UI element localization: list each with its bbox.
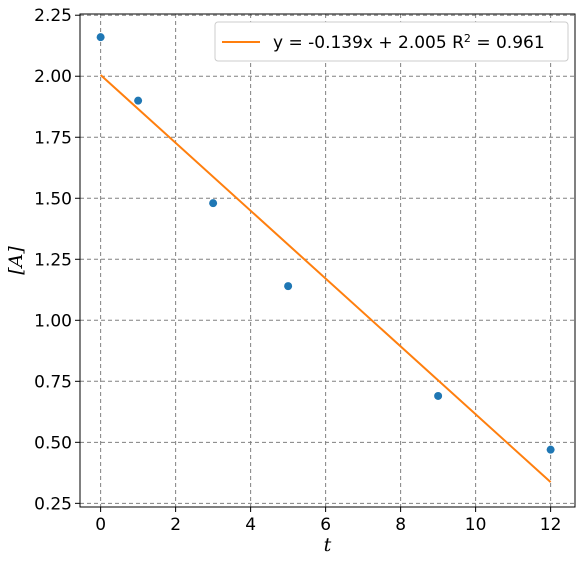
points-layer: [96, 33, 555, 454]
data-point: [209, 199, 218, 208]
x-tick-label: 8: [395, 515, 406, 535]
y-tick-label: 0.25: [34, 494, 72, 514]
y-tick-label: 0.50: [34, 433, 72, 453]
y-tick-label: 1.50: [34, 189, 72, 209]
x-tick-label: 0: [95, 515, 106, 535]
y-tick-label: 2.25: [34, 6, 72, 26]
legend-box: [214, 21, 569, 62]
legend-label-suffix: = 0.961: [471, 33, 545, 53]
data-point: [434, 391, 443, 400]
y-tick-label: 1.25: [34, 250, 72, 270]
fit-line: [99, 74, 552, 483]
y-tick-label: 2.00: [34, 67, 72, 87]
x-tick-label: 10: [465, 515, 487, 535]
y-tick-label: 1.75: [34, 128, 72, 148]
x-axis-label: t: [324, 534, 332, 556]
legend-label-superscript: 2: [464, 32, 471, 45]
plot-frame: [79, 13, 576, 508]
legend-label-prefix: y = -0.139x + 2.005 R: [273, 33, 464, 53]
data-point: [134, 96, 143, 105]
x-tick-label: 6: [320, 515, 331, 535]
x-tick-label: 12: [540, 515, 562, 535]
data-point: [284, 282, 293, 291]
data-point: [96, 33, 105, 42]
legend-label: y = -0.139x + 2.005 R2 = 0.961: [273, 32, 545, 54]
grid: [80, 14, 575, 507]
y-axis-label: [A]: [5, 246, 27, 275]
y-tick-label: 1.00: [34, 311, 72, 331]
x-axis-ticks: 0 2 4 6 8 10 12: [95, 507, 561, 535]
y-axis-ticks: 0.25 0.50 0.75 1.00 1.25 1.50 1.75 2.00 2.25: [34, 6, 80, 514]
y-tick-label: 0.75: [34, 372, 72, 392]
data-point: [546, 445, 555, 454]
fit-line-layer: [99, 74, 552, 483]
x-tick-label: 4: [245, 515, 256, 535]
legend: y = -0.139x + 2.005 R2 = 0.961: [214, 21, 569, 62]
x-tick-label: 2: [170, 515, 181, 535]
